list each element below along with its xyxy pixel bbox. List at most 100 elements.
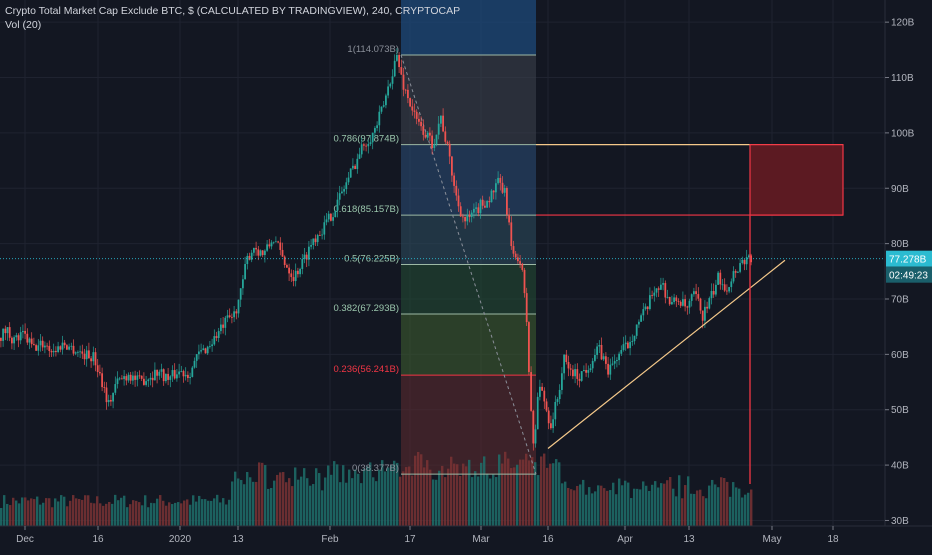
volume-bar <box>477 476 480 526</box>
candle-body <box>107 399 110 403</box>
candle-body <box>184 374 187 377</box>
candle-body <box>292 277 295 282</box>
candle-body <box>422 126 425 135</box>
candle-body <box>294 270 297 282</box>
candle-body <box>283 256 286 266</box>
volume-bar <box>186 499 189 526</box>
fib-zone <box>401 375 536 475</box>
volume-bar <box>387 467 390 526</box>
candle-body <box>688 300 691 308</box>
candle-body <box>734 271 737 273</box>
volume-indicator-label: Vol (20) <box>5 19 42 31</box>
volume-bar <box>285 482 288 526</box>
candle-body <box>59 346 62 350</box>
volume-bar <box>297 479 300 526</box>
volume-bar <box>585 494 588 526</box>
volume-bar <box>474 471 477 526</box>
volume-bar <box>45 498 48 526</box>
volume-bar <box>63 496 66 526</box>
volume-bar <box>429 469 432 526</box>
volume-bar <box>129 504 132 526</box>
volume-bar <box>357 473 360 526</box>
volume-bar <box>669 476 672 526</box>
candle-body <box>506 187 508 215</box>
candle-body <box>435 134 438 145</box>
candle-body <box>690 294 693 301</box>
y-tick-label: 70B <box>891 294 909 305</box>
y-tick-label: 50B <box>891 405 909 416</box>
candle-body <box>503 187 506 193</box>
volume-bar <box>144 495 147 526</box>
volume-bar <box>111 503 114 526</box>
candle-body <box>160 369 163 372</box>
candle-body <box>369 142 372 144</box>
volume-bar <box>81 499 84 526</box>
volume-bar <box>288 478 291 526</box>
candle-body <box>726 290 728 292</box>
candle-body <box>154 369 156 381</box>
volume-bar <box>609 490 612 526</box>
volume-bar <box>354 469 357 526</box>
candle-body <box>118 378 121 380</box>
candle-body <box>462 216 464 218</box>
candle-body <box>514 253 517 258</box>
fib-level-label: 0.236(56.241B) <box>334 364 400 375</box>
volume-bar <box>339 482 342 526</box>
fib-zone-top <box>401 0 536 55</box>
candle-body <box>624 342 627 345</box>
candle-body <box>345 182 348 190</box>
y-tick-label: 110B <box>891 73 914 84</box>
candle-body <box>211 344 213 347</box>
candle-body <box>539 386 541 397</box>
candle-body <box>178 371 180 375</box>
candle-body <box>233 311 235 318</box>
volume-bar <box>570 489 573 526</box>
candle-body <box>209 346 211 347</box>
volume-bar <box>480 462 483 526</box>
candle-body <box>123 376 125 380</box>
volume-bar <box>225 504 228 526</box>
candle-body <box>323 222 326 235</box>
candle-body <box>228 315 231 317</box>
candle-body <box>270 242 273 247</box>
candle-body <box>657 288 660 290</box>
candle-body <box>259 250 262 256</box>
volume-bar <box>507 458 510 526</box>
volume-bar <box>621 485 624 526</box>
volume-bar <box>153 503 156 526</box>
volume-bar <box>459 475 462 526</box>
volume-bar <box>747 492 750 526</box>
candle-body <box>644 306 647 310</box>
volume-bar <box>573 490 576 526</box>
candle-body <box>57 346 59 353</box>
volume-bar <box>57 501 60 526</box>
candle-body <box>508 214 510 223</box>
candle-body <box>567 362 570 369</box>
volume-bar <box>705 498 708 526</box>
volume-bar <box>315 468 318 526</box>
volume-bar <box>270 488 273 526</box>
volume-bar <box>435 479 438 526</box>
trendline <box>547 259 786 449</box>
volume-bar <box>426 460 429 526</box>
volume-bar <box>450 456 453 526</box>
candle-body <box>642 309 645 316</box>
volume-bar <box>210 500 213 526</box>
candle-body <box>129 374 132 381</box>
candle-body <box>145 381 147 385</box>
candle-body <box>565 354 568 363</box>
candle-body <box>50 351 53 353</box>
volume-bar <box>318 473 321 526</box>
candle-body <box>677 300 680 302</box>
candle-body <box>523 269 526 294</box>
volume-bar <box>627 482 630 526</box>
candle-body <box>484 205 486 208</box>
volume-bar <box>402 471 405 526</box>
candle-body <box>576 369 579 379</box>
candle-body <box>495 183 497 193</box>
candle-body <box>22 330 24 333</box>
target-zone <box>749 144 844 216</box>
candle-body <box>728 287 730 292</box>
